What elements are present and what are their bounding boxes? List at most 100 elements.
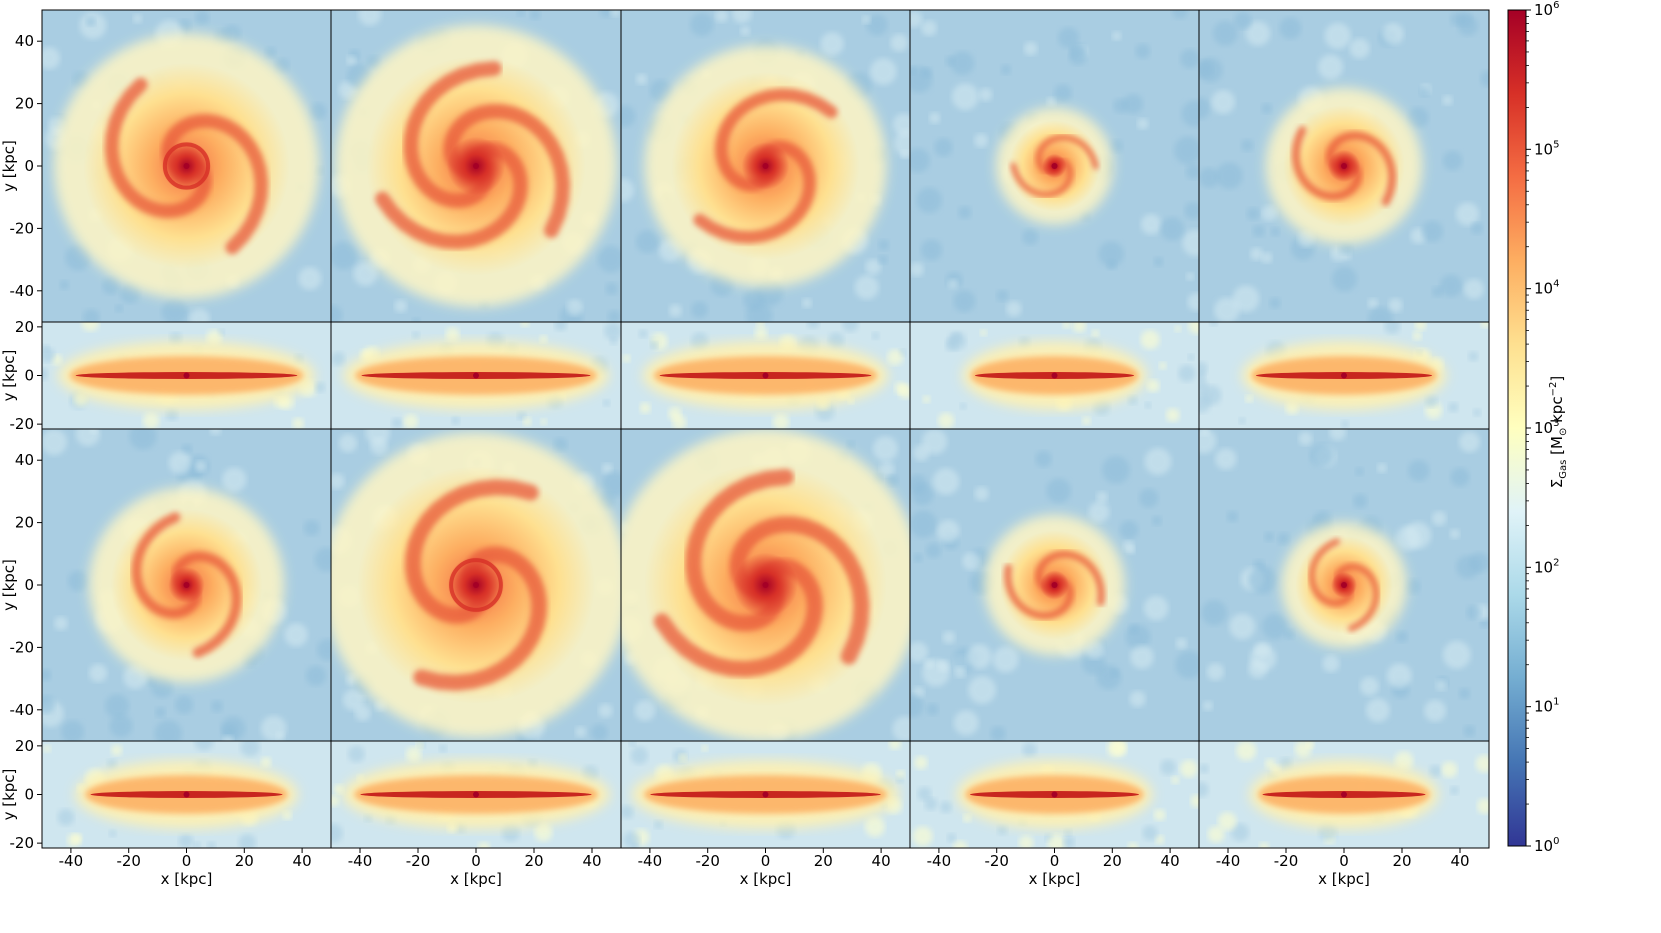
gas-cell: [1206, 663, 1225, 681]
gas-cell: [168, 451, 192, 475]
gas-cell: [1127, 842, 1139, 848]
edge-core: [1051, 791, 1058, 798]
gas-cell: [1352, 493, 1368, 509]
gas-cell: [1199, 60, 1214, 79]
gas-cell: [1184, 201, 1199, 220]
gas-cell: [1396, 630, 1408, 643]
gas-cell: [331, 241, 358, 270]
gas-cell: [59, 280, 70, 290]
gas-cell: [924, 797, 938, 811]
gas-cell: [926, 703, 939, 716]
gas-cell: [42, 429, 68, 456]
gas-cell: [974, 133, 989, 148]
gas-cell: [1098, 241, 1124, 267]
gas-cell: [1215, 162, 1243, 190]
gas-cell: [947, 331, 967, 350]
gas-cell: [1122, 540, 1135, 552]
gas-cell: [1455, 202, 1480, 226]
gas-cell: [210, 700, 224, 713]
colorbar-label-kpc: kpc: [1548, 396, 1566, 427]
gas-cell: [806, 322, 820, 329]
gas-cell: [516, 10, 525, 17]
y-tick-label: 20: [15, 737, 34, 755]
gas-cell: [866, 14, 888, 36]
gas-cell: [947, 833, 957, 843]
x-tick-label: -20: [406, 852, 431, 870]
gas-cell: [1441, 761, 1458, 778]
gas-cell: [303, 519, 320, 536]
x-axis-label: x [kpc]: [1029, 870, 1081, 888]
gas-cell: [1479, 617, 1489, 628]
gas-cell: [298, 266, 322, 290]
gas-cell: [1252, 224, 1265, 238]
gas-cell: [1261, 103, 1273, 114]
gas-cell: [968, 675, 997, 704]
gas-cell: [650, 341, 659, 350]
galaxy-nucleus: [1051, 163, 1058, 169]
gas-cell: [61, 720, 85, 741]
gas-cell: [1199, 429, 1217, 454]
gas-cell: [1062, 322, 1071, 329]
gas-cell: [81, 322, 100, 332]
gas-cell: [539, 335, 548, 344]
gas-cell: [331, 351, 346, 366]
gas-cell: [879, 461, 895, 477]
gas-cell: [109, 714, 133, 738]
gas-cell: [209, 429, 222, 436]
gas-cell: [57, 808, 75, 826]
gas-cell: [1139, 488, 1159, 508]
gas-cell: [669, 304, 682, 317]
gas-cell: [913, 686, 925, 698]
colorbar-tick-label: 106: [1534, 0, 1559, 19]
axes-layer: 40 20 0 -20 -40 y [kpc] 40 20 0 -20 -40 y [kpc] 20 0 -…: [0, 32, 1470, 888]
gas-cell: [942, 630, 956, 644]
gas-cell: [445, 327, 460, 342]
gas-cell: [913, 553, 923, 563]
gas-cell: [316, 638, 331, 661]
gas-cell: [1119, 520, 1139, 540]
gas-cell: [1201, 600, 1227, 626]
gas-cell: [178, 833, 194, 848]
colorbar-tick-label: 104: [1534, 279, 1559, 298]
y-tick-label: 20: [15, 318, 34, 336]
gas-cell: [1329, 429, 1347, 441]
x-tick-label: -40: [927, 852, 952, 870]
gas-cell: [517, 411, 527, 421]
gas-cell: [1324, 22, 1351, 49]
edge-core: [473, 372, 479, 379]
gas-cell: [346, 55, 357, 66]
gas-cell: [42, 344, 50, 353]
gas-cell: [42, 367, 49, 381]
gas-cell: [194, 741, 214, 751]
gas-cell: [1331, 266, 1358, 292]
gas-cell: [1261, 205, 1278, 222]
galaxy-nucleus: [473, 582, 479, 588]
x-tick-label: 40: [1450, 852, 1469, 870]
edge-core: [762, 791, 769, 798]
gas-cell: [1355, 467, 1364, 476]
x-axis-label: x [kpc]: [1318, 870, 1370, 888]
gas-cell: [165, 408, 179, 421]
gas-cell: [602, 399, 611, 407]
gas-cell: [1408, 460, 1430, 482]
gas-cell: [628, 741, 636, 747]
y-tick-label: 0: [24, 576, 34, 594]
gas-cell: [653, 819, 663, 829]
gas-cell: [89, 663, 108, 683]
gas-cell: [922, 395, 931, 404]
gas-cell: [1069, 43, 1086, 59]
gas-cell: [672, 415, 687, 429]
face-on-panel: [909, 428, 1200, 742]
gas-cell: [1123, 93, 1144, 114]
x-tick-label: 20: [235, 852, 254, 870]
gas-cell: [841, 322, 859, 333]
gas-cell: [1412, 331, 1422, 341]
gas-cell: [1450, 467, 1470, 487]
gas-cell: [1153, 808, 1166, 821]
gas-cell: [1186, 272, 1195, 281]
gas-cell: [105, 693, 130, 718]
gas-cell: [966, 644, 992, 669]
gas-cell: [1384, 322, 1401, 335]
gas-cell: [934, 138, 953, 157]
gas-cell: [1022, 742, 1037, 757]
